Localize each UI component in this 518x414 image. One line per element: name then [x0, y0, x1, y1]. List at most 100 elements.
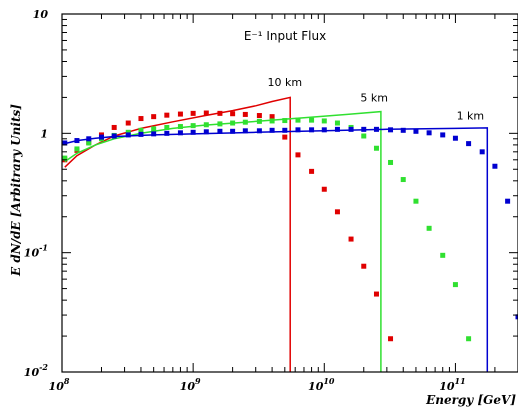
series-2-point [151, 126, 157, 132]
x-axis-label: Energy [GeV] [425, 393, 516, 407]
series-2-point [269, 118, 275, 124]
series-1-point [256, 113, 262, 119]
series-3-point [74, 138, 80, 144]
series-2-point [164, 124, 170, 130]
series-3-point [151, 131, 157, 137]
series-3-point [269, 127, 275, 133]
series-3-point [138, 131, 144, 137]
series-2-point [373, 145, 379, 151]
series-2-point [190, 123, 196, 129]
series-2-point [413, 198, 419, 204]
curve-annotation: 10 km [268, 76, 303, 89]
series-1-point [361, 263, 367, 269]
series-2-point [86, 140, 92, 146]
y-tick-label: 10-1 [24, 243, 48, 260]
series-line-3 [64, 127, 489, 372]
series-2-point [400, 177, 406, 183]
series-3-point [452, 135, 458, 141]
series-3-point [86, 136, 92, 142]
curve-annotation: 5 km [360, 91, 388, 104]
series-2-point [203, 122, 209, 128]
series-3-point [334, 126, 340, 132]
series-2-point [452, 282, 458, 288]
series-3-point [348, 126, 354, 132]
series-3-point [413, 128, 419, 134]
series-2-point [440, 252, 446, 258]
series-3-point [203, 129, 209, 135]
series-3-point [177, 130, 183, 136]
tick-layer [61, 13, 518, 373]
series-3-point [515, 314, 518, 320]
series-3-point [479, 149, 485, 155]
series-1-point [164, 112, 170, 118]
series-1-point [348, 236, 354, 242]
series-3-point [217, 128, 223, 134]
series-2-point [295, 117, 301, 123]
y-tick-label: 10 [33, 8, 49, 21]
label-layer: 108 109 1010 1011 10 1 10-1 10-2 10 km 5 km 1 km [24, 8, 484, 393]
series-2-point [256, 118, 262, 124]
series-3-point [125, 132, 131, 138]
series-2-point [361, 133, 367, 139]
series-2-point [138, 127, 144, 133]
series-1-point [217, 110, 223, 116]
series-1-point [242, 111, 248, 117]
y-axis-label: E dN/dE [Arbitrary Units] [9, 104, 23, 277]
series-3-point [256, 128, 262, 134]
series-2-point [309, 117, 315, 123]
series-3-point [164, 130, 170, 136]
series-3-point [373, 126, 379, 132]
series-3-point [242, 128, 248, 134]
series-3-point [98, 134, 104, 140]
series-2-point [242, 119, 248, 125]
series-1-point [230, 111, 236, 117]
series-1-point [190, 110, 196, 116]
series-2-point [388, 159, 394, 165]
series-2-point [230, 120, 236, 126]
chart-title: E⁻¹ Input Flux [244, 29, 326, 43]
series-3-point [62, 140, 68, 146]
series-2-point [177, 124, 183, 130]
series-1-point [388, 336, 394, 342]
plot-frame [61, 13, 518, 373]
series-1-point [309, 168, 315, 174]
curve-annotation: 1 km [457, 110, 485, 123]
series-1-point [269, 114, 275, 120]
series-1-point [111, 124, 117, 130]
series-3-point [230, 128, 236, 134]
series-3-point [361, 126, 367, 132]
y-tick-label: 10-2 [24, 362, 49, 379]
series-1-point [334, 209, 340, 215]
series-2-point [217, 121, 223, 127]
series-2-point [426, 225, 432, 231]
series-3-point [111, 133, 117, 139]
y-tick-label: 1 [40, 127, 48, 140]
series-3-point [295, 127, 301, 133]
series-2-point [282, 118, 288, 124]
series-3-point [388, 127, 394, 133]
series-1-point [151, 114, 157, 120]
series-3-point [505, 198, 511, 204]
series-2-point [334, 120, 340, 126]
x-tick-label: 109 [180, 376, 201, 393]
series-1-point [321, 186, 327, 192]
series-3-point [282, 127, 288, 133]
x-tick-label: 1010 [308, 376, 335, 393]
series-1-point [125, 120, 131, 126]
x-tick-label: 1011 [439, 376, 465, 393]
series-2-point [74, 146, 80, 152]
series-1-point [203, 110, 209, 116]
series-2-point [62, 155, 68, 161]
series-3-point [400, 127, 406, 133]
series-3-point [190, 129, 196, 135]
series-2-point [466, 336, 472, 342]
series-line-2 [64, 110, 382, 372]
series-3-point [309, 127, 315, 133]
x-tick-label: 108 [49, 376, 70, 393]
series-3-point [466, 141, 472, 147]
series-1-point [282, 134, 288, 140]
series-3-point [426, 130, 432, 136]
series-1-point [373, 291, 379, 297]
